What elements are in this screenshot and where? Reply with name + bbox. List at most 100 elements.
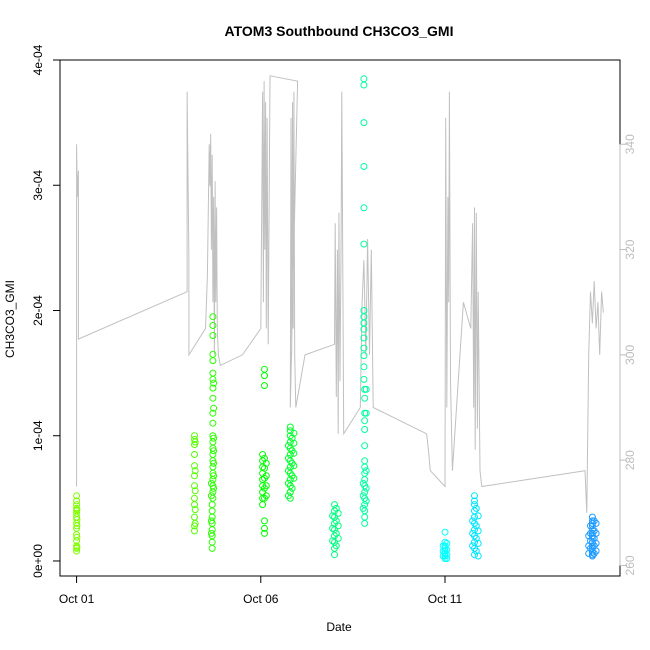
data-point xyxy=(73,492,81,500)
y-tick-label: 0e+00 xyxy=(31,544,45,578)
data-point xyxy=(208,544,216,552)
y2-tick-label: 340 xyxy=(623,134,637,154)
data-point xyxy=(209,419,217,427)
data-point xyxy=(585,532,593,540)
data-point xyxy=(359,504,367,512)
data-point xyxy=(360,363,368,371)
point-series xyxy=(329,501,342,559)
data-point xyxy=(360,325,368,333)
data-point xyxy=(329,537,337,545)
data-point xyxy=(290,462,298,470)
data-point xyxy=(360,81,368,89)
data-point xyxy=(210,434,218,442)
data-point xyxy=(361,394,369,402)
data-point xyxy=(588,548,596,556)
data-point xyxy=(191,487,199,495)
data-point xyxy=(360,204,368,212)
data-point xyxy=(474,527,482,535)
data-point xyxy=(191,467,199,475)
data-point xyxy=(209,394,217,402)
data-point xyxy=(469,529,477,537)
data-point xyxy=(360,375,368,383)
y-tick-label: 1e-04 xyxy=(31,420,45,451)
data-point xyxy=(585,542,593,550)
x-axis-label: Date xyxy=(326,620,352,634)
data-point xyxy=(361,519,369,527)
data-point xyxy=(361,417,369,425)
point-series xyxy=(469,492,482,560)
data-point xyxy=(362,467,370,475)
data-point xyxy=(471,497,478,505)
point-series xyxy=(585,513,600,560)
data-point xyxy=(207,492,215,500)
data-point xyxy=(73,506,81,514)
data-point xyxy=(286,423,294,431)
data-point xyxy=(443,555,451,562)
y-tick-label: 2e-04 xyxy=(31,295,45,326)
y2-axis: 260 280 300 320 340 xyxy=(619,134,637,575)
data-point xyxy=(191,451,198,458)
data-point xyxy=(360,344,368,352)
y2-tick-label: 300 xyxy=(623,345,637,365)
data-point xyxy=(262,482,270,490)
data-point xyxy=(441,528,449,536)
data-point xyxy=(329,512,337,520)
data-point xyxy=(191,519,199,527)
data-point xyxy=(329,524,337,532)
data-point xyxy=(469,542,477,550)
data-point xyxy=(474,539,482,547)
line-series xyxy=(76,75,604,513)
data-point xyxy=(334,522,342,530)
y-tick-label: 3e-04 xyxy=(31,170,45,201)
y-axis-label: CH3CO3_GMI xyxy=(3,280,17,358)
data-point xyxy=(592,539,600,547)
data-point xyxy=(261,517,268,525)
x-tick-label: Oct 11 xyxy=(428,592,463,606)
data-point xyxy=(471,551,478,559)
data-point xyxy=(334,534,342,542)
data-point xyxy=(191,482,198,490)
y-tick-label: 4e-04 xyxy=(31,44,45,75)
data-point xyxy=(471,492,478,500)
data-point xyxy=(262,472,270,480)
data-point xyxy=(592,547,600,555)
data-point xyxy=(209,384,217,392)
data-point xyxy=(210,379,218,387)
data-point xyxy=(284,492,292,500)
chart-title: ATOM3 Southbound CH3CO3_GMI xyxy=(225,23,454,39)
data-point xyxy=(362,484,370,492)
data-point xyxy=(210,404,218,412)
data-point xyxy=(191,472,198,480)
data-point xyxy=(290,449,298,457)
data-point xyxy=(261,529,268,537)
data-point xyxy=(587,522,594,530)
data-point xyxy=(284,467,292,475)
data-point xyxy=(362,409,370,417)
data-point xyxy=(284,454,292,462)
point-series-group xyxy=(73,75,600,562)
data-point xyxy=(331,551,338,559)
data-point xyxy=(262,459,270,467)
data-point xyxy=(592,529,600,537)
data-point xyxy=(472,504,480,512)
point-series xyxy=(73,492,81,555)
data-point xyxy=(191,438,199,446)
data-point xyxy=(259,501,267,509)
data-point xyxy=(261,524,268,532)
data-point xyxy=(360,240,368,248)
data-point xyxy=(469,517,477,525)
data-point xyxy=(334,509,342,517)
data-point xyxy=(360,334,368,342)
point-series xyxy=(191,432,199,535)
data-point xyxy=(73,543,81,551)
data-point xyxy=(207,517,215,525)
data-point xyxy=(209,357,217,365)
data-point xyxy=(261,372,268,380)
data-point xyxy=(73,522,81,530)
data-point xyxy=(191,462,198,470)
data-point xyxy=(191,506,199,514)
data-point xyxy=(585,550,593,557)
data-point xyxy=(592,519,600,527)
data-point xyxy=(362,497,370,505)
